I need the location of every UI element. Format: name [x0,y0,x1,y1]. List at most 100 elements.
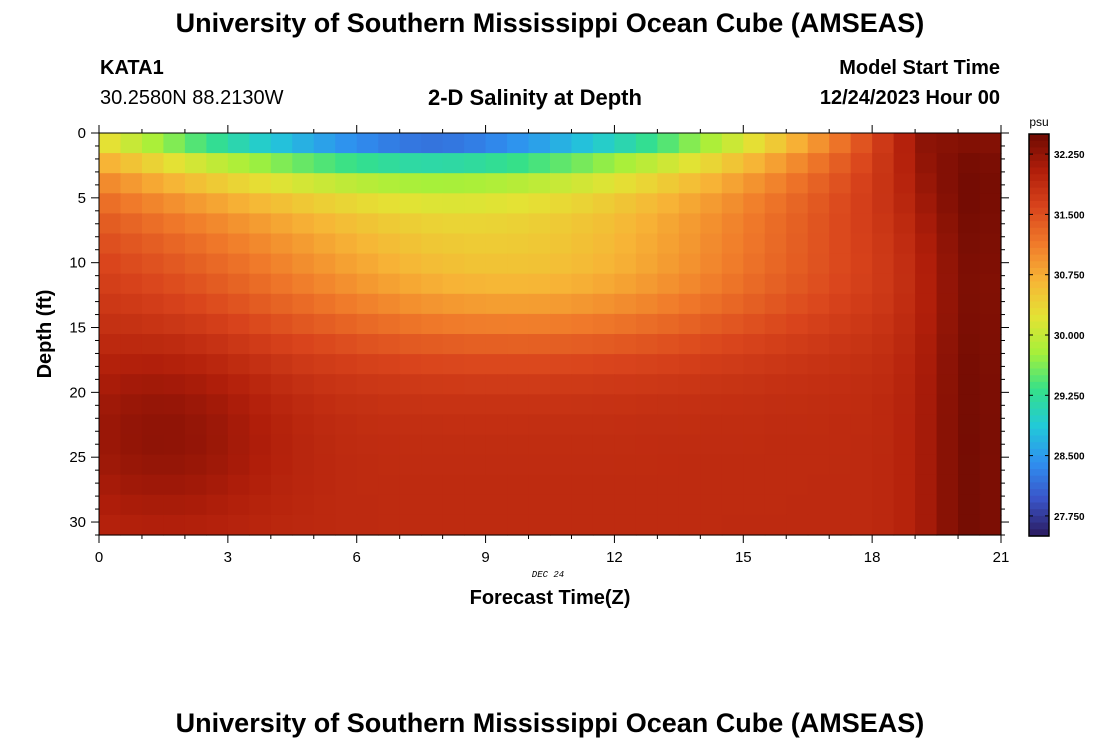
heatmap-cell [141,133,165,154]
heatmap-cell [528,394,551,415]
heatmap-cell [270,313,293,335]
heatmap-cell [850,374,873,395]
colorbar-segment [1029,301,1049,309]
heatmap-cell [464,374,487,395]
heatmap-cell [399,153,422,174]
heatmap-cell [786,514,809,536]
y-tick-label: 25 [69,449,86,466]
heatmap-cell [678,394,701,415]
heatmap-cell [721,354,744,375]
heatmap-cell [678,293,701,315]
heatmap-cell [528,233,551,255]
heatmap-cell [807,454,830,476]
heatmap-cell [829,153,852,174]
colorbar-segment [1029,428,1049,437]
heatmap-cell [958,273,981,295]
heatmap-cell [592,414,616,436]
heatmap-cell [915,293,938,315]
heatmap-cell [270,193,293,214]
heatmap-cell [184,213,207,235]
heatmap-cell [313,273,336,295]
heatmap-cell [936,213,959,235]
heatmap-cell [528,313,551,335]
heatmap-cell [915,514,938,536]
heatmap-cell [485,253,508,275]
heatmap-cell [743,273,766,295]
heatmap-cell [99,414,122,436]
heatmap-cell [678,173,701,194]
colorbar-segment [1029,415,1049,423]
colorbar-segment [1029,174,1049,182]
heatmap-cell [227,153,250,174]
heatmap-cell [550,514,573,536]
heatmap-cell [936,173,959,194]
heatmap-cell [550,414,573,436]
heatmap-cell [936,514,959,536]
colorbar-segment [1029,314,1049,323]
heatmap-cell [335,374,358,395]
heatmap-cell [872,454,895,476]
heatmap-cell [292,454,315,476]
heatmap-cell [893,193,916,214]
heatmap-cell [550,213,573,235]
heatmap-cell [227,354,250,375]
heatmap-cell [721,313,744,335]
heatmap-cell [528,133,551,154]
heatmap-cell [893,293,916,315]
heatmap-cell [464,293,487,315]
heatmap-cell [399,293,422,315]
heatmap-cell [550,454,573,476]
heatmap-cell [270,253,293,275]
heatmap-cell [829,454,852,476]
heatmap-cell [399,414,422,436]
heatmap-cell [635,313,658,335]
heatmap-cell [421,494,444,516]
heatmap-cell [678,233,701,255]
heatmap-cell [442,454,465,476]
heatmap-cell [850,474,873,496]
colorbar-segment [1029,355,1049,363]
heatmap-cell [356,394,379,415]
heatmap-cell [657,514,680,536]
heatmap-cell [442,253,465,275]
heatmap-cell [120,334,143,355]
heatmap-cell [313,334,336,355]
heatmap-cell [614,133,637,154]
heatmap-cell [442,193,465,214]
heatmap-cell [743,313,766,335]
heatmap-cell [356,133,379,154]
y-tick-label: 15 [69,320,86,337]
heatmap-cell [356,414,379,436]
colorbar-segment [1029,160,1049,169]
heatmap-cell [270,414,293,436]
heatmap-cell [141,173,165,194]
heatmap-cell [657,394,680,415]
heatmap-cell [464,213,487,235]
station-id: KATA1 [100,57,164,79]
colorbar-segment [1029,455,1049,463]
colorbar-segment [1029,375,1049,383]
heatmap-cell [442,173,465,194]
heatmap-cell [786,454,809,476]
heatmap-cell [528,434,551,456]
heatmap-cell [292,414,315,436]
heatmap-cell [635,394,658,415]
heatmap-cell [163,374,186,395]
heatmap-cell [786,354,809,375]
heatmap-cell [120,173,143,194]
heatmap-cell [421,454,444,476]
heatmap-cell [936,374,959,395]
heatmap-cell [335,273,358,295]
heatmap-cell [571,213,594,235]
heatmap-cell [313,434,336,456]
heatmap-cell [936,273,959,295]
heatmap-cell [721,293,744,315]
heatmap-cell [700,334,723,355]
heatmap-cell [958,153,981,174]
heatmap-cell [184,414,207,436]
heatmap-cell [850,334,873,355]
heatmap-cell [485,374,508,395]
heatmap-cell [206,213,229,235]
heatmap-cell [99,474,122,496]
heatmap-cell [872,193,895,214]
